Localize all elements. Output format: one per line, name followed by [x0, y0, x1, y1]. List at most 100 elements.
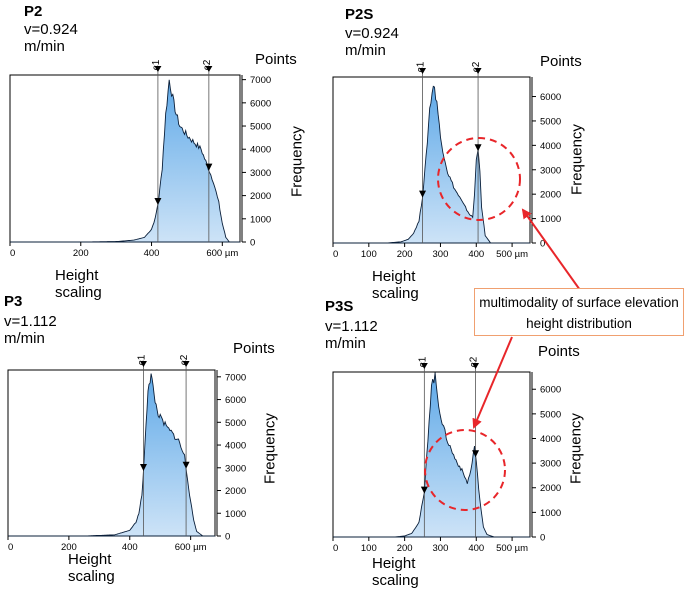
y-tick-label: 3000 — [540, 459, 561, 470]
cursor-label-c1: c1 — [151, 59, 162, 70]
y-tick-label: 0 — [540, 533, 545, 544]
y-tick-label: 1000 — [540, 508, 561, 519]
y-tick-label: 6000 — [540, 385, 561, 396]
y-tick-label: 2000 — [540, 483, 561, 494]
x-tick-label: 200 — [397, 543, 413, 554]
cursor-arrow-c1 — [420, 486, 428, 494]
y-tick-label: 4000 — [540, 434, 561, 445]
y-tick-label: 7000 — [225, 372, 246, 383]
histogram-chart-p3s: c1 c2 0 100 200 300 400 500 µm 0 1000 2000 3000 4000… — [332, 356, 561, 554]
cursor-marker-c1 — [139, 361, 147, 367]
points-label-p3: Points — [233, 340, 275, 357]
y-tick-label: 5000 — [250, 122, 271, 133]
y-tick-label: 2000 — [225, 486, 246, 497]
y-tick-label: 3000 — [225, 463, 246, 474]
x-tick-label: 0 — [10, 248, 15, 259]
chart-subtitle-p3: v=1.112 m/min — [4, 313, 57, 347]
y-tick-label: 6000 — [250, 98, 271, 109]
x-tick-label: 400 — [468, 543, 484, 554]
y-tick-label: 1000 — [225, 509, 246, 520]
annotation-overlay — [424, 137, 581, 511]
x-tick-label: 100 — [361, 543, 377, 554]
histogram-area — [8, 373, 215, 537]
cursor-arrow-c1 — [139, 464, 147, 472]
y-tick-label: 0 — [250, 238, 255, 249]
callout-arrow-up — [521, 208, 581, 291]
cursor-marker-c2 — [182, 361, 190, 367]
cursor-arrow-c1 — [419, 190, 427, 198]
cursor-arrow-c1 — [154, 197, 162, 205]
cursor-arrow-c2 — [182, 461, 190, 469]
histogram-area — [333, 85, 530, 244]
x-tick-label: 200 — [397, 249, 413, 260]
x-tick-label: 200 — [73, 248, 89, 259]
highlight-circle-p3s — [424, 429, 506, 511]
histogram-chart-p2: c1 c2 0 200 400 600 µm 0 1000 2000 3000 4000 5000 60… — [9, 59, 271, 259]
cursor-label-c1: c1 — [416, 61, 427, 72]
chart-subtitle-p2s: v=0.924 m/min — [345, 25, 399, 59]
points-label-p3s: Points — [538, 343, 580, 360]
chart-title-p3: P3 — [4, 293, 23, 310]
multimodality-callout: multimodality of surface elevation heigh… — [474, 288, 684, 336]
x-tick-label: 0 — [8, 542, 13, 553]
histogram-area — [333, 372, 530, 538]
y-tick-label: 3000 — [540, 165, 561, 176]
chart-subtitle-p3s: v=1.112 m/min — [325, 318, 378, 352]
x-tick-label: 300 — [433, 543, 449, 554]
x-tick-label: 0 — [333, 543, 338, 554]
cursor-arrow-c2 — [205, 163, 213, 171]
y-tick-label: 5000 — [540, 116, 561, 127]
x-tick-label: 500 µm — [496, 249, 528, 260]
y-tick-label: 0 — [540, 239, 545, 250]
y-tick-label: 6000 — [225, 395, 246, 406]
cursor-arrow-c2 — [474, 144, 482, 152]
y-tick-label: 5000 — [540, 409, 561, 420]
cursor-label-c1: c1 — [136, 354, 147, 365]
histogram-chart-p3: c1 c2 0 200 400 600 µm 0 1000 2000 3000 4000 5000 60… — [7, 354, 246, 553]
cursor-marker-c2 — [474, 68, 482, 74]
x-tick-label: 400 — [144, 248, 160, 259]
histogram-chart-p2s: c1 c2 0 100 200 300 400 500 µm 0 1000 2000 3000 4000… — [332, 61, 561, 260]
cursor-label-c2: c2 — [471, 61, 482, 72]
callout-arrow-down — [472, 336, 513, 429]
cursor-label-c2: c2 — [179, 354, 190, 365]
x-tick-label: 600 µm — [175, 542, 207, 553]
cursor-label-c2: c2 — [202, 59, 213, 70]
cursor-arrow-c2 — [472, 450, 480, 458]
x-tick-label: 600 µm — [206, 248, 238, 259]
points-label-p2: Points — [255, 51, 297, 68]
cursor-marker-c2 — [472, 363, 480, 369]
points-label-p2s: Points — [540, 53, 582, 70]
y-tick-label: 2000 — [250, 191, 271, 202]
histogram-area — [10, 79, 240, 243]
chart-title-p2: P2 — [24, 3, 43, 20]
cursor-marker-c1 — [420, 363, 428, 369]
x-tick-label: 400 — [122, 542, 138, 553]
y-tick-label: 1000 — [250, 214, 271, 225]
y-tick-label: 4000 — [250, 145, 271, 156]
y-tick-label: 5000 — [225, 418, 246, 429]
cursor-label-c1: c1 — [417, 356, 428, 367]
chart-title-p3s: P3S — [325, 298, 354, 315]
cursor-marker-c2 — [205, 66, 213, 72]
y-tick-label: 2000 — [540, 190, 561, 201]
chart-title-p2s: P2S — [345, 6, 374, 23]
y-tick-label: 3000 — [250, 168, 271, 179]
x-tick-label: 0 — [333, 249, 338, 260]
y-tick-label: 4000 — [540, 141, 561, 152]
highlight-circle-p2s — [437, 137, 521, 221]
x-tick-label: 300 — [433, 249, 449, 260]
y-tick-label: 0 — [225, 532, 230, 543]
chart-subtitle-p2: v=0.924 m/min — [24, 21, 78, 55]
x-tick-label: 100 — [361, 249, 377, 260]
y-tick-label: 6000 — [540, 92, 561, 103]
cursor-marker-c1 — [419, 68, 427, 74]
x-axis-label-p2s: Height scaling — [372, 268, 419, 302]
y-tick-label: 1000 — [540, 214, 561, 225]
x-tick-label: 400 — [468, 249, 484, 260]
y-tick-label: 4000 — [225, 441, 246, 452]
cursor-marker-c1 — [154, 66, 162, 72]
x-tick-label: 500 µm — [496, 543, 528, 554]
x-axis-label-p2: Height scaling — [55, 267, 102, 301]
y-tick-label: 7000 — [250, 75, 271, 86]
